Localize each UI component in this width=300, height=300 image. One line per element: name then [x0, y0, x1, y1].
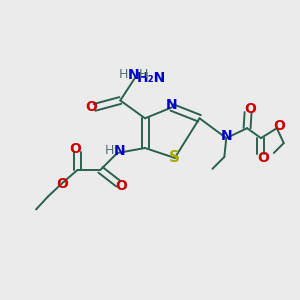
Text: H: H	[138, 68, 148, 81]
Text: O: O	[273, 119, 285, 133]
Text: H₂N: H₂N	[137, 71, 166, 85]
Text: N: N	[113, 144, 125, 158]
Text: H: H	[118, 68, 128, 81]
Text: O: O	[115, 179, 127, 193]
Text: O: O	[257, 151, 269, 165]
Text: N: N	[220, 129, 232, 143]
Text: O: O	[69, 142, 81, 156]
Text: H: H	[105, 145, 114, 158]
Text: S: S	[169, 150, 180, 165]
Text: O: O	[85, 100, 98, 114]
Text: N: N	[127, 68, 139, 82]
Text: N: N	[166, 98, 178, 112]
Text: O: O	[244, 102, 256, 116]
Text: O: O	[56, 177, 68, 191]
